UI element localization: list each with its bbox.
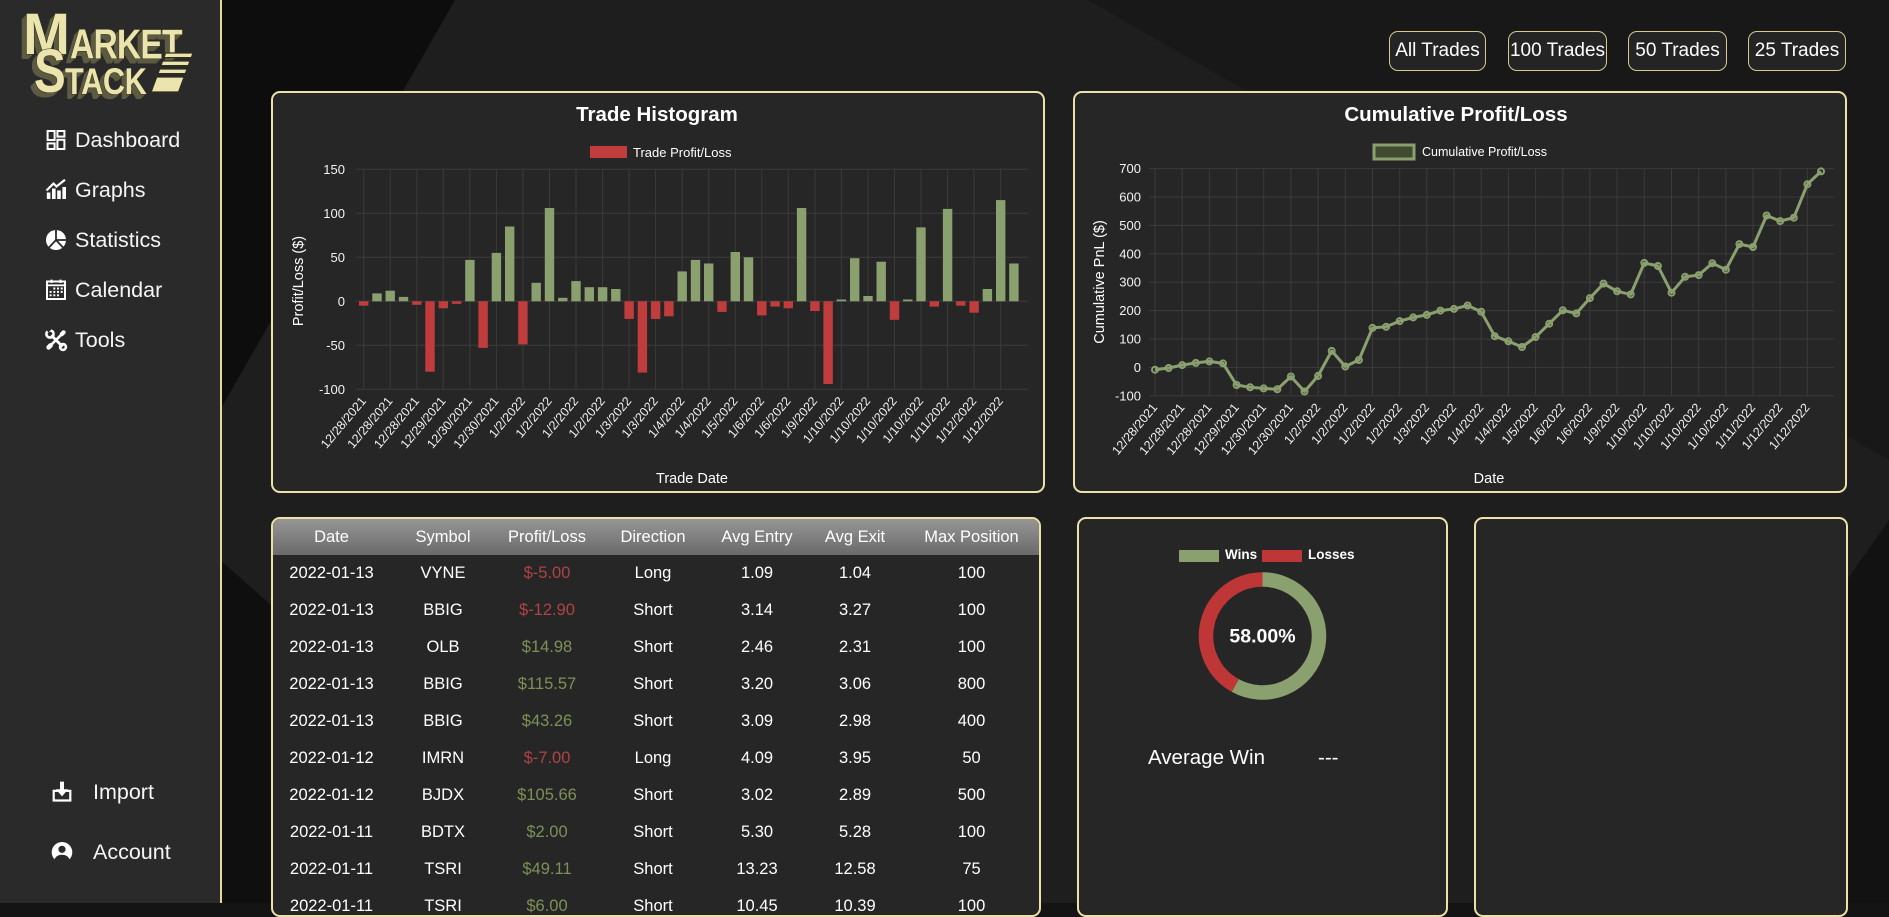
svg-text:Cumulative Profit/Loss: Cumulative Profit/Loss — [1344, 103, 1567, 126]
svg-text:Profit/Loss ($): Profit/Loss ($) — [291, 236, 307, 326]
svg-text:Date: Date — [1474, 471, 1505, 487]
svg-text:400: 400 — [1119, 246, 1141, 261]
svg-text:100: 100 — [1119, 332, 1141, 347]
svg-text:Trade Profit/Loss: Trade Profit/Loss — [633, 145, 732, 160]
svg-text:100: 100 — [323, 206, 345, 221]
svg-text:58.00%: 58.00% — [1229, 626, 1295, 648]
svg-text:600: 600 — [1119, 190, 1141, 205]
svg-text:500: 500 — [1119, 218, 1141, 233]
svg-text:Trade Date: Trade Date — [656, 471, 728, 487]
svg-text:-100: -100 — [319, 382, 345, 397]
svg-text:200: 200 — [1119, 303, 1141, 318]
svg-text:0: 0 — [338, 294, 345, 309]
svg-text:-50: -50 — [326, 338, 345, 353]
svg-text:Cumulative PnL ($): Cumulative PnL ($) — [1092, 220, 1108, 344]
svg-text:150: 150 — [323, 162, 345, 177]
svg-text:-100: -100 — [1115, 388, 1141, 403]
svg-text:0: 0 — [1134, 360, 1141, 375]
svg-text:700: 700 — [1119, 161, 1141, 176]
svg-text:Cumulative Profit/Loss: Cumulative Profit/Loss — [1422, 145, 1547, 159]
svg-text:300: 300 — [1119, 275, 1141, 290]
svg-text:Trade Histogram: Trade Histogram — [576, 103, 738, 126]
svg-text:50: 50 — [331, 250, 345, 265]
